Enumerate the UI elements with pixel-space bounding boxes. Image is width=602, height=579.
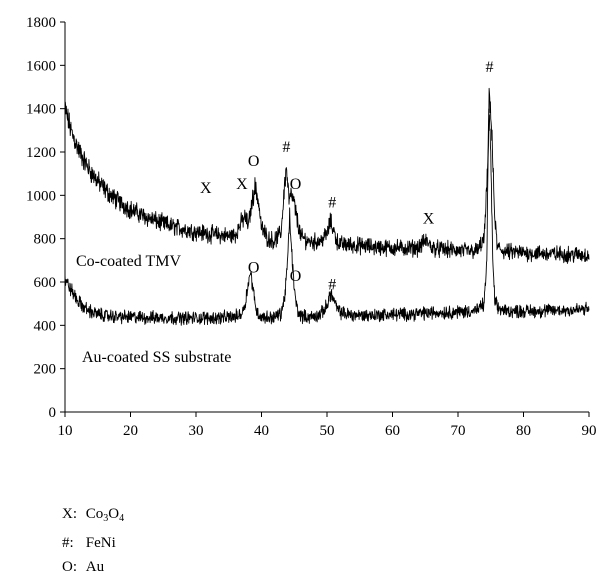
y-tick-label: 1800 — [26, 15, 56, 31]
y-tick-label: 1400 — [26, 102, 56, 118]
x-tick-label: 70 — [451, 423, 466, 439]
x-tick-label: 90 — [582, 423, 597, 439]
key-label: FeNi — [85, 535, 116, 551]
y-tick-label: 0 — [49, 405, 57, 421]
peak-annotation: O — [248, 259, 260, 276]
xrd-chart: 0 200 400 600 800 1000 1200 1400 1600 1800 10 20 30 4… — [26, 15, 597, 439]
peak-annotation: O — [290, 268, 302, 285]
peak-annotation: O — [290, 176, 302, 193]
y-tick-label: 600 — [34, 275, 57, 291]
key-row-feni: #: FeNi — [62, 531, 124, 555]
peak-annotation: # — [485, 59, 493, 76]
y-tick-label: 200 — [34, 362, 57, 378]
x-tick-label: 60 — [385, 423, 400, 439]
peak-annotation: # — [282, 139, 290, 156]
key-symbol: O: — [62, 559, 77, 575]
key-row-co3o4: X: Co3O4 — [62, 502, 124, 531]
key-symbol: X: — [62, 506, 77, 522]
y-tick-label: 400 — [34, 318, 57, 334]
series-line-au-coated-ss — [64, 108, 590, 326]
key-label: Co3O4 — [85, 506, 125, 524]
x-tick-label: 10 — [58, 423, 73, 439]
x-tick-label: 20 — [123, 423, 138, 439]
peak-annotation: # — [328, 194, 336, 211]
key-symbol: #: — [62, 535, 74, 551]
x-tick-label: 80 — [516, 423, 531, 439]
peak-annotation: X — [200, 180, 212, 197]
key-label: Au — [85, 559, 105, 575]
y-tick-label: 1200 — [26, 145, 56, 161]
y-tick-label: 1600 — [26, 58, 56, 74]
peak-annotation: X — [236, 176, 248, 193]
x-tick-label: 40 — [254, 423, 269, 439]
peak-annotation: # — [328, 277, 336, 294]
peak-annotations: X XO#O#X#OO# — [200, 59, 493, 294]
peak-annotation: X — [423, 211, 435, 228]
peak-annotation: O — [248, 153, 260, 170]
axes: 0 200 400 600 800 1000 1200 1400 1600 1800 10 20 30 4… — [26, 15, 597, 439]
x-tick-label: 50 — [320, 423, 335, 439]
series-group — [64, 87, 590, 326]
x-tick-label: 30 — [189, 423, 204, 439]
key-row-au: O: Au — [62, 555, 124, 579]
series-line-co-coated-tmv — [64, 87, 590, 264]
series-label-co-coated-tmv: Co-coated TMV — [76, 253, 181, 270]
series-label-au-coated-ss: Au-coated SS substrate — [82, 349, 231, 366]
phase-key: X: Co3O4 #: FeNi O: Au — [62, 502, 124, 579]
y-tick-label: 800 — [34, 232, 57, 248]
y-tick-label: 1000 — [26, 188, 56, 204]
